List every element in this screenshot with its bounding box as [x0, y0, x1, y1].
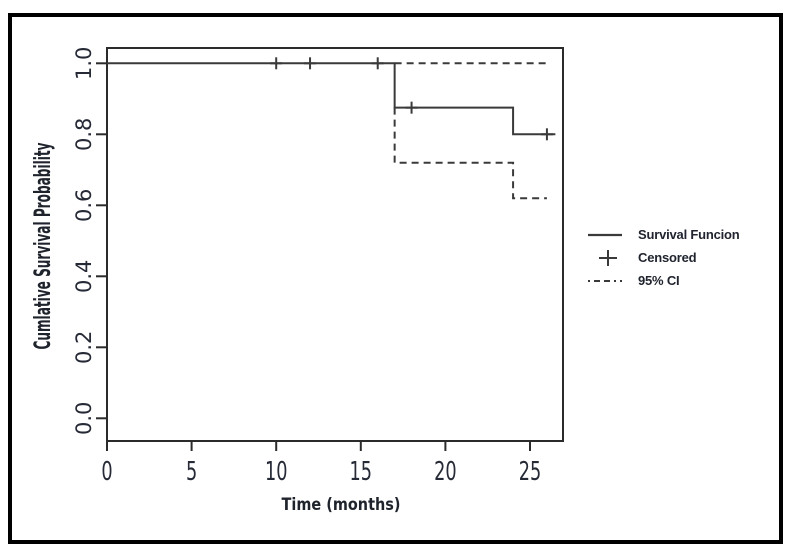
chart-legend: Survival Funcion Censored 95% CI [586, 223, 740, 292]
x-tick-label: 20 [434, 457, 456, 487]
legend-label: Censored [638, 250, 697, 265]
y-tick-label: 0.2 [72, 331, 96, 364]
legend-item-censored: Censored [586, 246, 740, 269]
legend-item-95-ci: 95% CI [586, 269, 740, 292]
x-axis-group: 0 5 10 15 20 25 [101, 441, 541, 487]
x-tick-label: 25 [519, 457, 541, 487]
plot-box-group [106, 47, 564, 442]
x-tick-label: 5 [186, 457, 197, 487]
solid-line-swatch-icon [586, 223, 630, 246]
y-tick-label: 0.0 [72, 402, 96, 435]
legend-item-survival-function: Survival Funcion [586, 223, 740, 246]
censor-marks-group [270, 57, 553, 141]
survival-step-line [107, 62, 556, 136]
y-tick-label: 1.0 [72, 47, 96, 80]
censored-plus-icon [586, 246, 630, 269]
x-axis-title: Time (months) [282, 494, 401, 514]
y-tick-label: 0.6 [72, 189, 96, 222]
x-tick-label: 15 [350, 457, 372, 487]
survival-line-group [107, 62, 556, 136]
ci-lines-group [393, 62, 547, 200]
y-axis-title: Cumlative Survival Probability [32, 142, 57, 349]
x-tick-label: 0 [101, 457, 112, 487]
legend-label: 95% CI [638, 273, 680, 288]
confidence-interval-line [393, 107, 547, 200]
y-axis-group: 0.0 0.2 0.4 0.6 0.8 1.0 [72, 47, 107, 435]
axis-titles-group: Time (months) Cumlative Survival Probabil… [32, 142, 401, 514]
x-tick-label: 10 [265, 457, 287, 487]
plot-box [106, 47, 564, 442]
dashed-line-swatch-icon [586, 269, 630, 292]
y-tick-label: 0.4 [72, 260, 96, 293]
legend-label: Survival Funcion [638, 227, 740, 242]
y-tick-label: 0.8 [72, 118, 96, 151]
